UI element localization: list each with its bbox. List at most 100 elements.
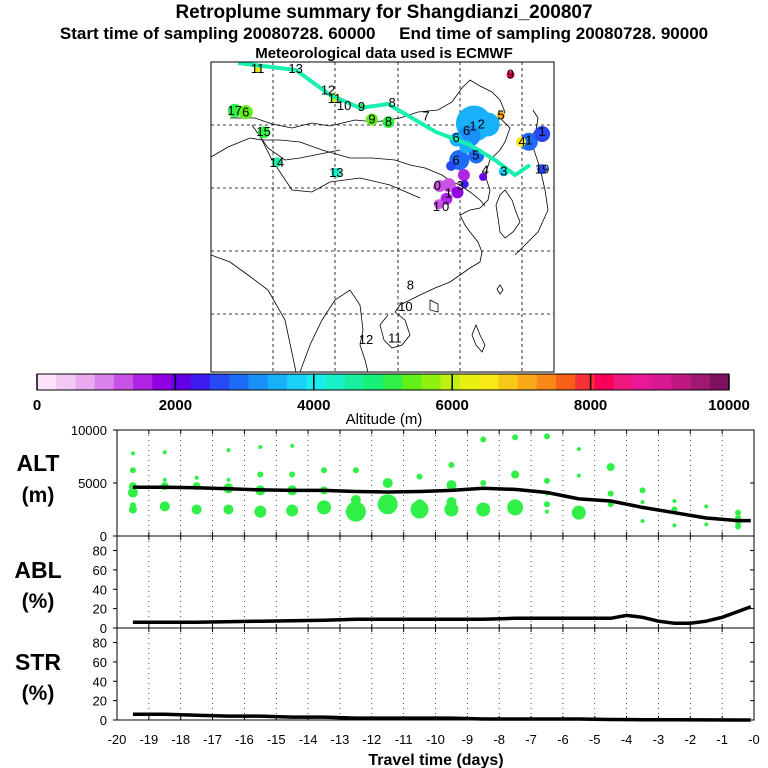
alt-scatter-point: [377, 494, 398, 515]
alt-scatter-point: [640, 519, 645, 524]
map-background: [211, 62, 554, 372]
map-age-label: 1: [469, 118, 476, 133]
colorbar-segment: [594, 374, 615, 390]
map-age-label: 1: [525, 132, 532, 147]
series-line-2: [132, 712, 751, 722]
colorbar-segment: [709, 374, 730, 390]
map-age-label: 3: [457, 178, 464, 193]
colorbar-segment: [94, 374, 115, 390]
colorbar-segment: [383, 374, 403, 390]
panel-title-main: ALT: [16, 450, 59, 476]
plume-blob-21: [506, 70, 515, 79]
plume-blob-15: [519, 132, 538, 151]
x-tick-label: -10: [426, 732, 445, 747]
colorbar-segment: [402, 374, 422, 390]
x-tick-label: -0: [748, 732, 760, 747]
alt-scatter-point: [345, 501, 366, 522]
map-age-label: 0: [442, 199, 449, 214]
plume-blob-1: [475, 112, 500, 137]
alt-scatter-point: [127, 487, 138, 498]
alt-scatter-point: [286, 504, 299, 517]
alt-mean-line: [132, 485, 751, 523]
map-age-label: 2: [478, 116, 485, 131]
alt-scatter-point: [476, 502, 491, 517]
map-age-label: 3: [500, 163, 507, 178]
alt-scatter-point: [672, 523, 677, 528]
colorbar-tick-label: 2000: [159, 397, 192, 414]
panel-title-unit: (%): [22, 682, 55, 705]
x-tick-label: -17: [203, 732, 222, 747]
map-age-label: 5: [497, 107, 504, 122]
x-tick-label: -11: [395, 732, 413, 747]
colorbar-segment: [517, 374, 538, 390]
alt-scatter-point: [382, 478, 393, 488]
colorbar-tick-label: 6000: [436, 397, 469, 414]
map-graticule: [211, 62, 554, 372]
alt-scatter-point: [480, 480, 487, 486]
alt-scatter-point: [317, 500, 332, 515]
map-age-label: 19: [535, 162, 549, 177]
map-age-label: 1: [433, 199, 440, 214]
map-age-label: 11: [328, 91, 342, 106]
plume-blob-32: [446, 160, 457, 171]
colorbar-segment: [229, 374, 249, 390]
alt-scatter-point: [223, 504, 234, 515]
plume-blob-12: [433, 199, 444, 210]
colorbar-segment: [56, 374, 76, 390]
plume-blob-26: [382, 116, 395, 129]
map-age-label: 9: [358, 99, 365, 114]
colorbar-segment: [536, 374, 557, 390]
alt-scatter-point: [511, 470, 520, 479]
map-age-label: 4: [482, 163, 489, 178]
plume-blob-8: [457, 169, 470, 182]
coast-taiwan: [496, 284, 504, 295]
alt-scatter-point: [448, 461, 455, 468]
colorbar-segment: [690, 374, 711, 390]
map-age-label: 1: [445, 185, 452, 200]
coast-sakhalin: [531, 109, 539, 136]
alt-scatter-point: [254, 505, 267, 518]
alt-scatter-point: [512, 434, 519, 441]
alt-scatter-point: [162, 477, 167, 482]
x-tick-label: -6: [557, 732, 569, 747]
alt-scatter-point: [543, 433, 550, 440]
alt-scatter-point: [735, 509, 742, 516]
end-time-label: End time of sampling 20080728. 90000: [399, 24, 709, 43]
alt-scatter-point: [576, 473, 581, 478]
alt-scatter-point: [446, 480, 457, 491]
x-tick-label: -4: [621, 732, 633, 747]
sampling-time-line: Start time of sampling 20080728. 60000 E…: [0, 24, 768, 44]
alt-scatter-point: [226, 477, 231, 482]
plume-blob-31: [271, 157, 282, 168]
y-tick-label: 0: [100, 529, 107, 544]
colorbar-segment: [440, 374, 461, 390]
coast-malay: [359, 344, 369, 372]
map-age-label: 13: [288, 61, 302, 76]
alt-scatter-point: [640, 500, 645, 505]
panel-title-unit: (m): [22, 484, 55, 507]
map-age-label: 15: [256, 124, 270, 139]
plume-blob-22: [227, 103, 242, 118]
map-age-label: 13: [329, 165, 343, 180]
map-age-label: 10: [337, 98, 351, 113]
plume-blob-14: [460, 180, 469, 189]
colorbar-segment: [75, 374, 96, 390]
alt-scatter-point: [226, 448, 231, 453]
alt-scatter-point: [672, 499, 677, 504]
alt-scatter-point: [289, 471, 296, 478]
alt-scatter-point: [607, 490, 614, 497]
map-age-label: 10: [398, 299, 412, 314]
y-tick-label: 80: [93, 544, 107, 559]
altitude-colorbar: 0 2000 4000 6000 8000 10000: [33, 373, 750, 414]
map-age-label: 8: [385, 114, 392, 129]
plume-blob-24: [258, 126, 271, 139]
plume-track-line: [237, 62, 532, 178]
x-tick-label: -15: [267, 732, 286, 747]
colorbar-segment: [556, 374, 576, 390]
y-tick-label: 60: [93, 563, 107, 578]
x-tick-label: -1: [716, 732, 728, 747]
colorbar-segment: [575, 374, 595, 390]
alt-scatter-point: [129, 502, 136, 509]
map-age-label: 11: [251, 61, 265, 76]
colorbar-segment: [652, 374, 672, 390]
